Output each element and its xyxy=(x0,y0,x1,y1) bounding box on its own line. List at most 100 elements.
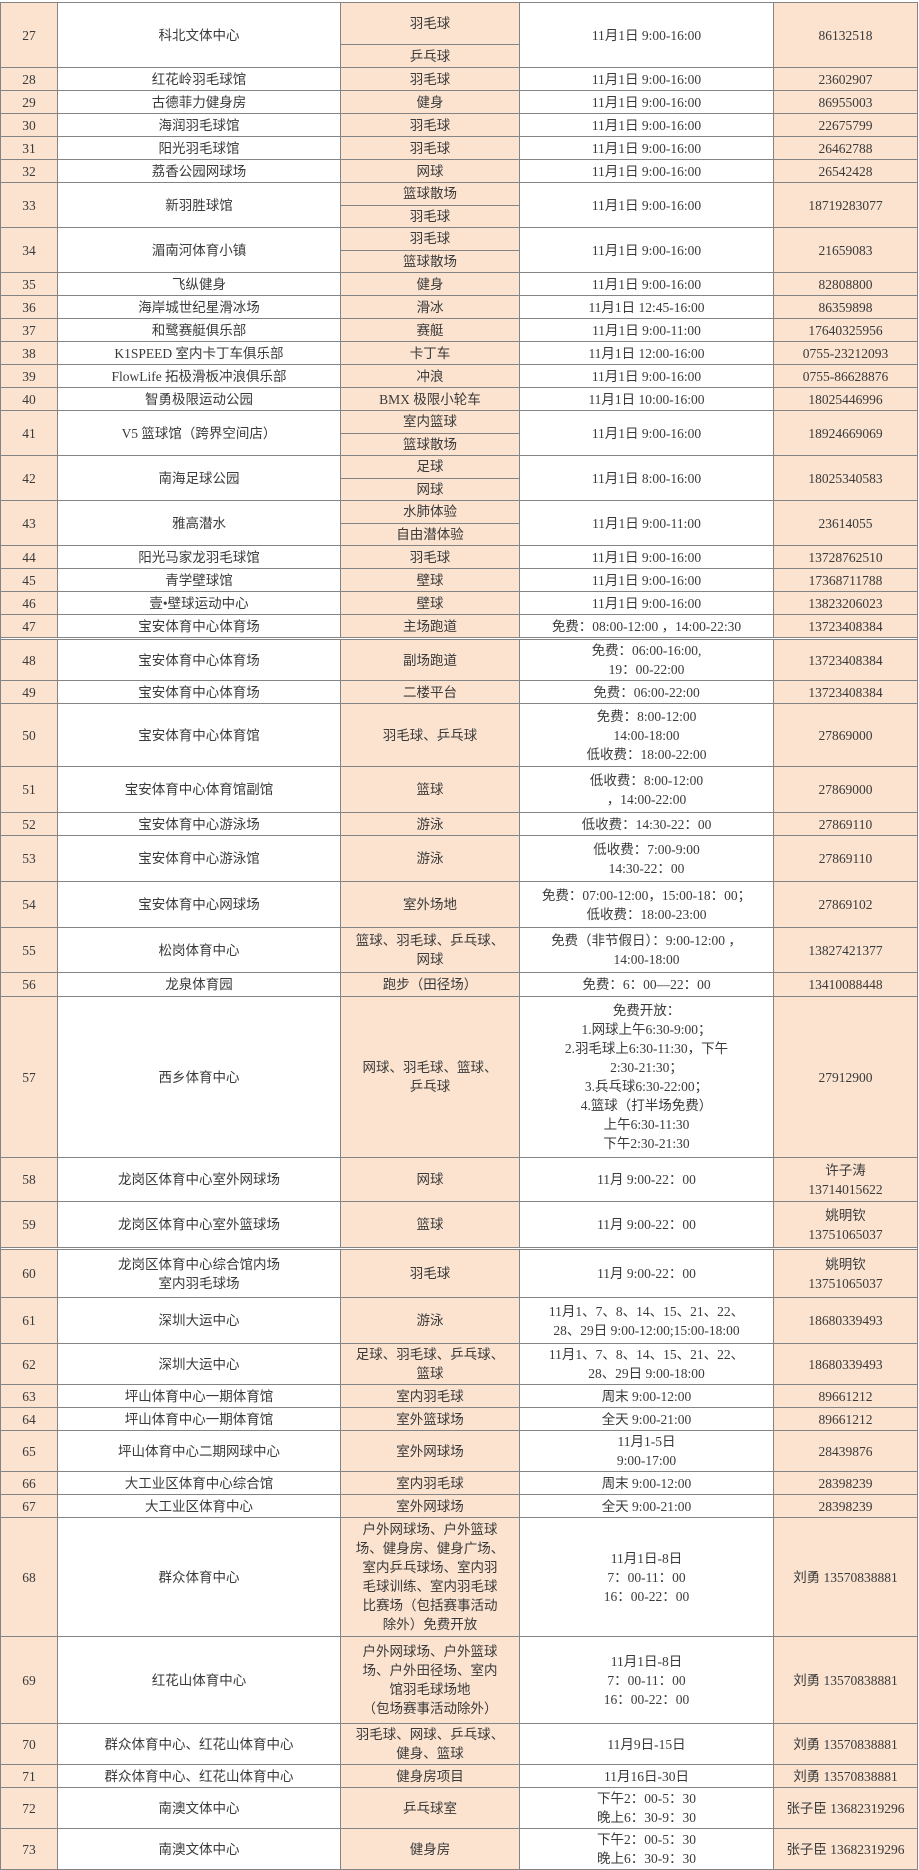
venue-name-cell: 群众体育中心、红花山体育中心 xyxy=(58,1724,341,1764)
phone-cell: 86132518 xyxy=(774,3,917,67)
time-cell: 11月1日 9:00-16:00 xyxy=(520,68,774,90)
table-row: 37 和鹭赛艇俱乐部 赛艇 11月1日 9:00-11:00 17640325956 xyxy=(1,319,917,342)
phone-line: 21659083 xyxy=(818,242,873,258)
table-row: 45 青学壁球馆 壁球 11月1日 9:00-16:00 17368711788 xyxy=(1,569,917,592)
sport-item: 二楼平台 xyxy=(403,684,457,700)
venue-name-cell: 阳光羽毛球馆 xyxy=(58,137,341,159)
table-row: 66 大工业区体育中心综合馆 室内羽毛球 周末 9:00-12:00 28398239 xyxy=(1,1472,917,1495)
table-row: 59 龙岗区体育中心室外篮球场 篮球 11月 9:00-22：00 姚明钦 1375106… xyxy=(1,1202,917,1247)
sport-cell: 乒乓球室 xyxy=(341,1788,520,1828)
phone-cell: 27869102 xyxy=(774,882,917,927)
time-cell: 11月1日 8:00-16:00 xyxy=(520,456,774,500)
venue-name-cell: 南澳文体中心 xyxy=(58,1829,341,1869)
venue-name-cell: K1SPEED 室内卡丁车俱乐部 xyxy=(58,342,341,364)
sport-cell: 网球 xyxy=(341,1158,520,1201)
venue-name-cell: 宝安体育中心体育馆 xyxy=(58,704,341,766)
table-row: 49 宝安体育中心体育场 二楼平台 免费：06:00-22:00 13723408384 xyxy=(1,681,917,704)
time-cell: 免费：06:00-16:00, 19：00-22:00 xyxy=(520,640,774,680)
phone-line: 13827421377 xyxy=(808,942,883,958)
row-number-cell: 35 xyxy=(1,273,58,295)
time-cell: 11月1日 9:00-16:00 xyxy=(520,137,774,159)
time-line: 28、29日 9:00-12:00;15:00-18:00 xyxy=(553,1322,740,1338)
sport-item: 羽毛球 xyxy=(409,117,451,133)
sport-cell: 健身 xyxy=(341,273,520,295)
row-number-cell: 45 xyxy=(1,569,58,591)
time-line: 11月1、7、8、14、15、21、22、 xyxy=(548,1303,745,1319)
table-row: 50 宝安体育中心体育馆 羽毛球、乒乓球 免费：8:00-12:00 14:00-18:… xyxy=(1,704,917,767)
phone-cell: 28439876 xyxy=(774,1431,917,1471)
phone-cell: 27912900 xyxy=(774,997,917,1157)
time-line: 28、29日 9:00-18:00 xyxy=(588,1366,705,1381)
time-line: 11月1日 12:00-16:00 xyxy=(588,345,705,361)
time-cell: 11月1-5日 9:00-17:00 xyxy=(520,1431,774,1471)
row-number-cell: 32 xyxy=(1,160,58,182)
phone-line: 86359898 xyxy=(818,299,873,315)
time-cell: 低收费：8:00-12:00 ，14:00-22:00 xyxy=(520,767,774,812)
phone-line: 28398239 xyxy=(818,1498,873,1514)
sport-item: 冲浪 xyxy=(416,368,444,384)
sport-item: 健身房项目 xyxy=(396,1768,464,1784)
phone-cell: 28398239 xyxy=(774,1472,917,1494)
table-row: 48 宝安体育中心体育场 副场跑道 免费：06:00-16:00, 19：00-22:0… xyxy=(1,637,917,681)
table-row: 40 智勇极限运动公园 BMX 极限小轮车 11月1日 10:00-16:00 1802… xyxy=(1,388,917,411)
sport-cell: 壁球 xyxy=(341,569,520,591)
time-cell: 免费：07:00-12:00，15:00-18：00； 低收费：18:00-23:… xyxy=(520,882,774,927)
table-row: 46 壹•壁球运动中心 壁球 11月1日 9:00-16:00 13823206023 xyxy=(1,592,917,615)
phone-line: 18025446996 xyxy=(808,391,883,407)
sport-cell: BMX 极限小轮车 xyxy=(341,388,520,410)
venue-name-cell: 宝安体育中心游泳馆 xyxy=(58,836,341,881)
table-row: 27 科北文体中心 羽毛球 乒乓球 11月1日 9:00-16:00 86132518 xyxy=(1,3,917,68)
table-row: 32 荔香公园网球场 网球 11月1日 9:00-16:00 26542428 xyxy=(1,160,917,183)
time-cell: 11月1日 9:00-16:00 xyxy=(520,411,774,455)
phone-cell: 86359898 xyxy=(774,296,917,318)
sport-item: 健身 xyxy=(416,94,444,110)
time-line: 11月1日 9:00-16:00 xyxy=(591,549,702,565)
phone-cell: 17368711788 xyxy=(774,569,917,591)
time-line: 低收费：18:00-22:00 xyxy=(586,746,707,762)
sport-cell: 羽毛球 xyxy=(341,1250,520,1297)
time-line: 免费（非节假日）：9:00-12:00 ， xyxy=(551,933,742,948)
venue-name-cell: 深圳大运中心 xyxy=(58,1298,341,1343)
row-number-cell: 57 xyxy=(1,997,58,1157)
table-row: 52 宝安体育中心游泳场 游泳 低收费：14:30-22：00 27869110 xyxy=(1,813,917,836)
sport-cell: 篮球、羽毛球、乒乓球、 网球 xyxy=(341,928,520,972)
sport-item: 赛艇 xyxy=(416,322,444,338)
time-line: 11月1日 9:00-16:00 xyxy=(591,197,702,213)
venue-name-cell: 壹•壁球运动中心 xyxy=(58,592,341,614)
sport-item: 户外网球场、户外篮球 场、户外田径场、室内 馆羽毛球场地 （包场赛事活动除外） xyxy=(362,1644,498,1716)
sport-item: 篮球散场 xyxy=(403,186,457,202)
time-cell: 全天 9:00-21:00 xyxy=(520,1495,774,1517)
table-row: 36 海岸城世纪星滑冰场 滑冰 11月1日 12:45-16:00 86359898 xyxy=(1,296,917,319)
sport-item: 羽毛球、乒乓球 xyxy=(382,727,478,743)
phone-line: 89661212 xyxy=(818,1411,873,1427)
time-line: 11月1-5日 xyxy=(617,1434,676,1449)
time-cell: 周末 9:00-12:00 xyxy=(520,1472,774,1494)
phone-line: 28398239 xyxy=(818,1475,873,1491)
table-row: 38 K1SPEED 室内卡丁车俱乐部 卡丁车 11月1日 12:00-16:00 07… xyxy=(1,342,917,365)
phone-line: 27869110 xyxy=(818,851,873,866)
time-cell: 11月9日-15日 xyxy=(520,1724,774,1764)
table-row: 63 坪山体育中心一期体育馆 室内羽毛球 周末 9:00-12:00 89661212 xyxy=(1,1385,917,1408)
phone-cell: 27869000 xyxy=(774,767,917,812)
time-line: 11月1日 9:00-11:00 xyxy=(592,515,701,531)
time-line: 11月1日 9:00-16:00 xyxy=(591,94,702,110)
venue-name-cell: 海润羽毛球馆 xyxy=(58,114,341,136)
time-cell: 11月1日 9:00-16:00 xyxy=(520,3,774,67)
sport-item: 户外网球场、户外篮球 场、健身房、健身广场、 室内乒乓球场、室内羽 毛球训练、室… xyxy=(355,1522,505,1632)
sport-item: 室内篮球 xyxy=(403,414,457,430)
time-line: 低收费：8:00-12:00 xyxy=(589,772,704,788)
sport-cell: 赛艇 xyxy=(341,319,520,341)
row-number-cell: 66 xyxy=(1,1472,58,1494)
row-number-cell: 43 xyxy=(1,501,58,545)
phone-cell: 86955003 xyxy=(774,91,917,113)
sport-item: 自由潜体验 xyxy=(341,522,519,546)
venue-name-cell: 科北文体中心 xyxy=(58,3,341,67)
sport-cell: 卡丁车 xyxy=(341,342,520,364)
time-line: 7：00-11：00 xyxy=(607,1672,686,1688)
time-cell: 11月1日 9:00-16:00 xyxy=(520,228,774,272)
phone-line: 张子臣 13682319296 xyxy=(786,1841,905,1857)
phone-cell: 刘勇 13570838881 xyxy=(774,1724,917,1764)
phone-cell: 姚明钦 13751065037 xyxy=(774,1202,917,1247)
sport-cell: 户外网球场、户外篮球 场、健身房、健身广场、 室内乒乓球场、室内羽 毛球训练、室… xyxy=(341,1518,520,1636)
table-row: 55 松岗体育中心 篮球、羽毛球、乒乓球、 网球 免费（非节假日）：9:00-12:0… xyxy=(1,928,917,973)
